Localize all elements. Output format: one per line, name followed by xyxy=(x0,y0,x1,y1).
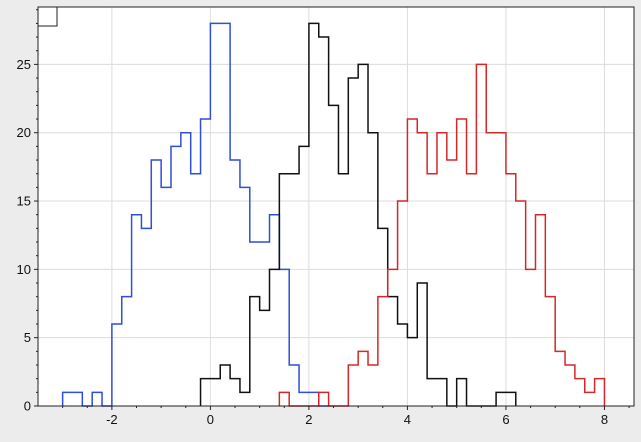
x-tick-label: 2 xyxy=(305,412,312,427)
y-tick-label: 25 xyxy=(17,57,31,72)
y-tick-label: 20 xyxy=(17,125,31,140)
y-axis: 0 5 10 15 20 25 xyxy=(17,9,38,414)
x-tick-label: -2 xyxy=(106,412,118,427)
histogram-series-2 xyxy=(199,22,517,407)
y-tick-label: 0 xyxy=(24,399,31,414)
y-tick-label: 15 xyxy=(17,194,31,209)
plot-area: 0 5 10 15 20 25 -2 0 2 4 6 8 xyxy=(17,6,635,427)
y-tick-label: 5 xyxy=(24,330,31,345)
x-tick-label: 6 xyxy=(502,412,509,427)
x-tick-label: 4 xyxy=(404,412,411,427)
x-tick-label: 8 xyxy=(601,412,608,427)
axes-background xyxy=(38,7,634,406)
x-axis: -2 0 2 4 6 8 xyxy=(62,406,630,427)
x-tick-label: 0 xyxy=(207,412,214,427)
y-tick-label: 10 xyxy=(17,262,31,277)
axes-frame xyxy=(37,6,635,407)
corner-box xyxy=(37,6,58,27)
